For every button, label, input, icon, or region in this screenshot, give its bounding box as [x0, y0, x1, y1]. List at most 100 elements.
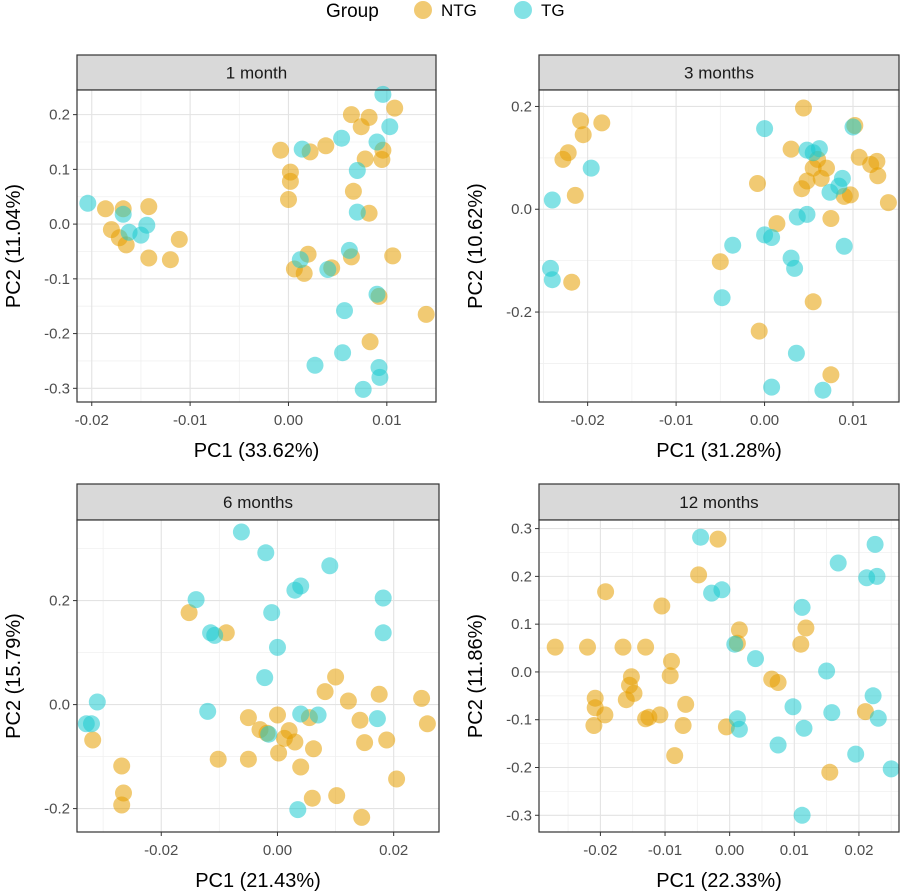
point-tg — [756, 120, 774, 138]
point-ntg — [768, 215, 786, 233]
point-ntg — [272, 141, 290, 159]
point-ntg — [328, 787, 346, 805]
point-ntg — [749, 175, 766, 192]
point-tg — [793, 806, 811, 824]
panel-strip — [538, 483, 900, 521]
x-tick-label: 0.01 — [780, 842, 809, 859]
point-tg — [368, 710, 386, 728]
point-tg — [340, 241, 358, 259]
point-ntg — [97, 200, 114, 218]
y-tick-label: 0.2 — [511, 98, 532, 115]
point-tg — [818, 662, 836, 680]
x-axis-title: PC1 (33.62%) — [194, 440, 320, 462]
point-tg — [823, 704, 841, 722]
panel-border — [76, 519, 440, 833]
point-tg — [269, 638, 286, 656]
y-axis-title: PC2 (11.04%) — [3, 184, 25, 308]
point-tg — [319, 261, 337, 278]
y-axis-title: PC2 (10.62%) — [465, 183, 487, 309]
panel-3: 6 months -0.02 0.00 0.02 -0.2 0.0 0.2 PC1 (21.4… — [3, 483, 440, 892]
point-ntg — [663, 652, 680, 670]
y-tick-label: 0.3 — [511, 521, 532, 538]
y-tick-label: 0.0 — [49, 697, 70, 714]
y-tick-label: 0.2 — [511, 568, 532, 585]
points — [77, 523, 436, 826]
point-tg — [793, 598, 811, 616]
y-tick-label: -0.3 — [44, 380, 70, 397]
legend-label-ntg: NTG — [441, 1, 477, 20]
point-ntg — [413, 689, 431, 707]
point-tg — [844, 118, 862, 136]
point-tg — [256, 669, 274, 687]
point-ntg — [388, 770, 406, 788]
point-ntg — [637, 638, 655, 656]
point-ntg — [793, 180, 811, 198]
point-tg — [864, 687, 882, 705]
panel-4: 12 months -0.02 -0.01 0.00 0.01 0.02 -0.3 -0.2 -… — [465, 483, 900, 892]
point-tg — [543, 271, 561, 289]
point-tg — [730, 720, 748, 738]
point-tg — [348, 203, 366, 221]
point-ntg — [378, 731, 396, 749]
point-ntg — [305, 740, 322, 758]
panel-border — [538, 519, 900, 833]
point-tg — [543, 191, 561, 209]
y-tick-label: 0.0 — [49, 216, 70, 233]
point-ntg — [353, 808, 371, 826]
point-tg — [374, 624, 392, 642]
panel-border — [76, 89, 437, 403]
point-ntg — [574, 126, 592, 144]
y-tick-label: -0.2 — [44, 801, 70, 818]
point-tg — [321, 557, 339, 575]
point-tg — [292, 577, 310, 595]
point-ntg — [862, 156, 880, 173]
point-tg — [309, 706, 327, 724]
x-tick-label: 0.00 — [715, 842, 744, 859]
point-ntg — [792, 635, 810, 653]
point-tg — [795, 719, 813, 737]
x-tick-label: -0.02 — [571, 412, 605, 429]
point-tg — [374, 85, 392, 103]
x-tick-label: -0.01 — [173, 412, 207, 429]
y-tick-label: 0.1 — [511, 616, 532, 633]
point-ntg — [269, 706, 286, 724]
point-tg — [804, 144, 822, 162]
x-axis-title: PC1 (31.28%) — [656, 440, 782, 462]
point-tg — [866, 535, 884, 553]
point-ntg — [614, 638, 632, 656]
point-tg — [257, 544, 275, 562]
point-tg — [114, 205, 132, 223]
point-ntg — [140, 249, 158, 267]
point-ntg — [546, 638, 564, 656]
y-tick-label: 0.0 — [511, 664, 532, 681]
point-ntg — [180, 604, 198, 622]
y-axis-title: PC2 (15.79%) — [3, 613, 25, 739]
point-ntg — [677, 695, 695, 713]
panel-border — [538, 89, 900, 403]
point-tg — [747, 650, 764, 668]
x-tick-label: 0.02 — [844, 842, 873, 859]
point-tg — [787, 344, 805, 362]
point-ntg — [856, 703, 874, 721]
point-tg — [784, 698, 802, 716]
x-tick-label: -0.02 — [75, 412, 109, 429]
point-ntg — [841, 186, 859, 204]
point-ntg — [84, 731, 102, 749]
point-ntg — [370, 685, 388, 703]
y-tick-label: -0.3 — [506, 807, 532, 824]
point-tg — [814, 381, 832, 399]
panel-title: 6 months — [223, 493, 293, 512]
point-ntg — [795, 99, 812, 117]
point-ntg — [161, 251, 179, 269]
point-ntg — [585, 717, 603, 734]
point-tg — [371, 368, 389, 386]
y-tick-label: -0.2 — [506, 759, 532, 776]
point-tg — [354, 380, 372, 398]
point-tg — [206, 626, 224, 644]
y-tick-label: 0.0 — [511, 201, 532, 218]
y-tick-label: 0.2 — [49, 107, 70, 124]
point-ntg — [709, 530, 727, 548]
plot-area — [539, 520, 899, 832]
point-ntg — [373, 151, 391, 168]
point-tg — [713, 581, 731, 599]
